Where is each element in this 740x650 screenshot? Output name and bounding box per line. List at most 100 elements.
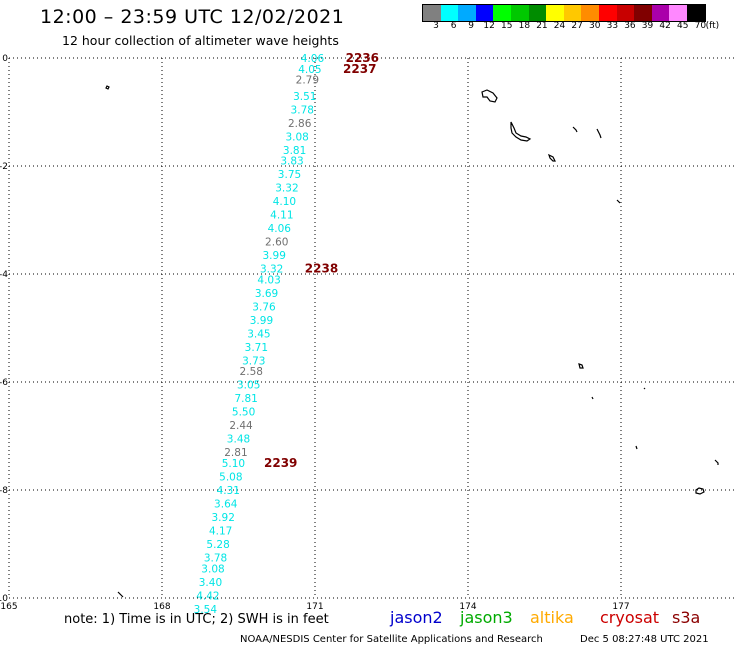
swh-value: 2.44 bbox=[229, 420, 253, 432]
swh-value: 4.31 bbox=[217, 485, 240, 497]
swh-value: 2.58 bbox=[240, 366, 263, 378]
satellite-jason2: jason2 bbox=[390, 608, 443, 627]
legend-label: 33 bbox=[606, 21, 619, 31]
swh-value: 3.48 bbox=[227, 434, 250, 446]
legend-unit: (ft) bbox=[705, 21, 720, 31]
swh-value: 3.73 bbox=[242, 355, 265, 367]
swh-value: 2.60 bbox=[265, 237, 288, 249]
legend-label: 18 bbox=[518, 21, 531, 31]
swh-value: 3.99 bbox=[250, 315, 273, 327]
lat-tick-label: -4 bbox=[0, 270, 8, 280]
legend-label: 36 bbox=[624, 21, 636, 31]
island bbox=[578, 363, 584, 369]
legend-label: 27 bbox=[571, 21, 583, 31]
swh-value: 3.32 bbox=[275, 183, 298, 195]
lon-tick-label: 177 bbox=[612, 602, 629, 612]
legend-label: 30 bbox=[589, 21, 601, 31]
swh-value: 3.81 bbox=[283, 145, 306, 157]
swh-value: 3.05 bbox=[237, 380, 260, 392]
swh-value: 3.78 bbox=[204, 553, 227, 565]
legend-swatch bbox=[651, 5, 670, 21]
satellite-jason3: jason3 bbox=[460, 608, 513, 627]
swh-value: 5.50 bbox=[232, 407, 255, 419]
island bbox=[596, 128, 602, 139]
swh-value: 4.05 bbox=[298, 64, 321, 76]
swh-value: 3.83 bbox=[280, 156, 303, 168]
island bbox=[591, 396, 594, 400]
island bbox=[510, 121, 532, 142]
legend-label: 3 bbox=[433, 21, 439, 31]
swh-value: 3.69 bbox=[255, 288, 278, 300]
legend-swatch bbox=[458, 5, 476, 21]
island bbox=[635, 445, 638, 450]
island bbox=[695, 487, 705, 495]
legend-swatch bbox=[423, 5, 441, 21]
swh-value: 3.64 bbox=[214, 499, 238, 511]
swh-value: 4.11 bbox=[270, 210, 293, 222]
legend-swatch bbox=[598, 5, 617, 21]
swh-value: 4.06 bbox=[268, 223, 292, 235]
map-grid: 0 -2 -4 -6 -8 -10165 168 171 174 177 bbox=[0, 54, 736, 612]
legend-label: 9 bbox=[468, 21, 475, 31]
island bbox=[547, 153, 556, 162]
credit-line: NOAA/NESDIS Center for Satellite Applica… bbox=[240, 634, 543, 645]
legend-label: 42 bbox=[659, 21, 671, 31]
swh-value: 7.81 bbox=[234, 393, 257, 405]
legend-label: 15 bbox=[501, 21, 513, 31]
legend-label: 21 bbox=[536, 21, 548, 31]
legend-swatch bbox=[475, 5, 494, 21]
lon-tick-label: 174 bbox=[459, 602, 476, 612]
legend-swatch bbox=[581, 5, 599, 21]
legend-swatch bbox=[493, 5, 511, 21]
satellite-s3a: s3a bbox=[672, 608, 701, 627]
legend-swatch bbox=[528, 5, 547, 21]
island bbox=[105, 85, 110, 90]
swh-value: 4.42 bbox=[196, 590, 219, 602]
legend-swatch bbox=[510, 5, 529, 21]
color-legend bbox=[422, 4, 706, 22]
satellite-altika: altika bbox=[530, 608, 574, 627]
island bbox=[117, 591, 124, 598]
pass-time: 2236 bbox=[346, 51, 379, 65]
swh-value: 3.54 bbox=[194, 604, 218, 616]
swh-value: 3.99 bbox=[263, 250, 286, 262]
swh-value: 4.17 bbox=[209, 526, 232, 538]
lon-tick-label: 168 bbox=[153, 602, 170, 612]
legend-swatch bbox=[563, 5, 582, 21]
swh-value: 4.03 bbox=[257, 274, 280, 286]
footer-note: note: 1) Time is in UTC; 2) SWH is in fe… bbox=[64, 612, 329, 627]
legend-swatch bbox=[669, 5, 687, 21]
lat-tick-label: -10 bbox=[0, 594, 8, 604]
island bbox=[616, 199, 621, 204]
lat-tick-label: -8 bbox=[0, 486, 8, 496]
swh-value: 3.32 bbox=[260, 264, 283, 276]
lon-tick-label: 171 bbox=[306, 602, 323, 612]
swh-value: 5.08 bbox=[219, 472, 242, 484]
island-outlines bbox=[105, 85, 719, 598]
legend-swatch bbox=[686, 5, 705, 21]
swh-value: 3.75 bbox=[278, 169, 301, 181]
lat-tick-label: 0 bbox=[2, 54, 8, 64]
legend-label: 45 bbox=[677, 21, 689, 31]
swh-value: 3.40 bbox=[199, 577, 222, 589]
legend-swatch bbox=[546, 5, 564, 21]
legend-swatch bbox=[616, 5, 635, 21]
pass-time: 2239 bbox=[264, 456, 297, 470]
legend-label: 24 bbox=[553, 21, 566, 31]
chart-subtitle: 12 hour collection of altimeter wave hei… bbox=[62, 33, 339, 48]
legend-swatch bbox=[634, 5, 652, 21]
swh-value: 2.79 bbox=[296, 75, 319, 87]
swh-value: 3.51 bbox=[293, 91, 316, 103]
legend-swatch bbox=[440, 5, 459, 21]
swh-value: 4.06 bbox=[301, 53, 325, 65]
swh-value: 3.08 bbox=[201, 563, 224, 575]
swh-value: 3.78 bbox=[291, 104, 314, 116]
swh-value: 3.76 bbox=[252, 301, 276, 313]
legend-label: 12 bbox=[483, 21, 495, 31]
lat-tick-label: -6 bbox=[0, 378, 8, 388]
lon-tick-label: 165 bbox=[0, 602, 17, 612]
legend-label: 70 bbox=[694, 21, 707, 31]
swh-observations: 4.064.052.793.513.782.863.083.813.833.75… bbox=[194, 53, 325, 616]
legend-label: 6 bbox=[450, 21, 457, 31]
